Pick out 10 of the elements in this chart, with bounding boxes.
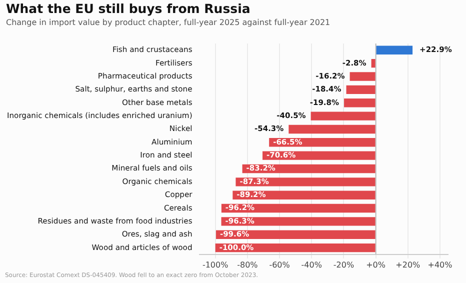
x-tick-label: -20% bbox=[333, 260, 354, 270]
x-tick-label: -40% bbox=[301, 260, 322, 270]
x-tick-label: -60% bbox=[269, 260, 290, 270]
x-tick-label: +40% bbox=[428, 260, 453, 270]
x-tick-label: +0% bbox=[366, 260, 386, 270]
x-tick-label: -100% bbox=[202, 260, 229, 270]
chart-subtitle: Change in import value by product chapter, full-year 2025 against full-year 2021 bbox=[6, 18, 330, 27]
x-tick-label: -80% bbox=[237, 260, 258, 270]
chart-title: What the EU still buys from Russia bbox=[6, 1, 250, 16]
x-tick-label: +20% bbox=[396, 260, 421, 270]
